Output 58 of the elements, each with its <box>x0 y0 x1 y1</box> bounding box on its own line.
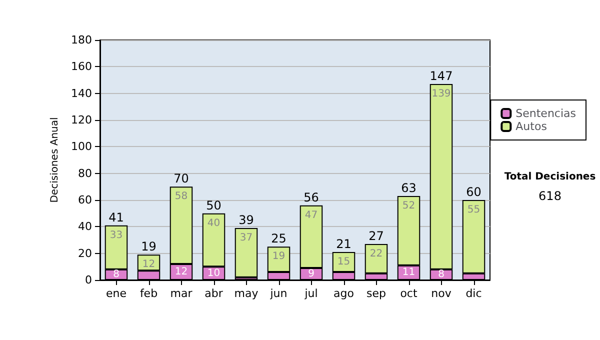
data-label: 8 <box>438 269 444 280</box>
total-label: 56 <box>304 190 319 204</box>
data-label: 19 <box>272 251 286 262</box>
y-tick-label: 40 <box>78 220 92 234</box>
data-label: 10 <box>207 268 220 279</box>
data-label: 11 <box>402 267 416 278</box>
x-tick-label: may <box>234 287 259 300</box>
data-label: 55 <box>467 204 480 216</box>
y-tick-label: 140 <box>71 86 92 100</box>
total-label: 39 <box>238 213 254 227</box>
x-tick-label: dic <box>466 287 482 300</box>
x-tick-label: jun <box>269 287 288 300</box>
y-tick-label: 180 <box>71 34 92 46</box>
total-label: 50 <box>206 198 222 212</box>
data-label: 12 <box>174 266 188 278</box>
y-tick-label: 20 <box>78 246 92 260</box>
total-label: 63 <box>401 181 416 195</box>
legend-label: Sentencias <box>516 107 576 120</box>
x-tick-label: ago <box>334 287 354 300</box>
total-label: 70 <box>174 172 189 186</box>
total-label: 25 <box>271 232 286 246</box>
total-label: 60 <box>466 185 482 199</box>
y-tick-label: 120 <box>71 114 92 126</box>
data-label: 8 <box>113 269 120 280</box>
data-label: 33 <box>110 230 123 241</box>
bar <box>234 228 258 278</box>
total-label: 147 <box>430 69 453 83</box>
y-axis-title: Decisiones Anual <box>50 117 61 203</box>
data-label: 40 <box>207 218 220 229</box>
x-tick-label: nov <box>431 287 452 300</box>
data-label: 58 <box>174 191 188 202</box>
x-tick-label: feb <box>140 287 158 300</box>
y-tick-label: 0 <box>85 274 92 286</box>
text: Total Decisiones <box>504 172 596 182</box>
x-tick-label: sep <box>366 287 386 300</box>
y-tick-label: 80 <box>78 166 92 180</box>
legend-label: Autos <box>516 120 548 133</box>
data-label: 22 <box>370 248 383 260</box>
y-tick-label: 100 <box>71 140 92 154</box>
x-tick-label: jul <box>304 287 318 300</box>
data-label: 139 <box>432 88 451 100</box>
data-label: 9 <box>308 268 314 280</box>
data-label: 12 <box>142 259 156 270</box>
data-label: 15 <box>337 256 350 268</box>
x-tick-label: oct <box>400 287 418 300</box>
data-label: 52 <box>402 200 416 212</box>
x-tick-label: ene <box>106 287 127 300</box>
x-tick-label: abr <box>204 287 224 300</box>
total-label: 21 <box>336 237 352 251</box>
y-tick-label: 160 <box>71 60 92 74</box>
data-label: 47 <box>304 210 318 221</box>
total-label: 27 <box>368 229 384 243</box>
text: 618 <box>538 189 562 203</box>
data-label: 37 <box>240 232 253 244</box>
x-tick-label: mar <box>170 287 193 300</box>
total-label: 19 <box>141 240 156 254</box>
y-tick-label: 60 <box>78 194 92 206</box>
total-label: 41 <box>108 210 124 224</box>
